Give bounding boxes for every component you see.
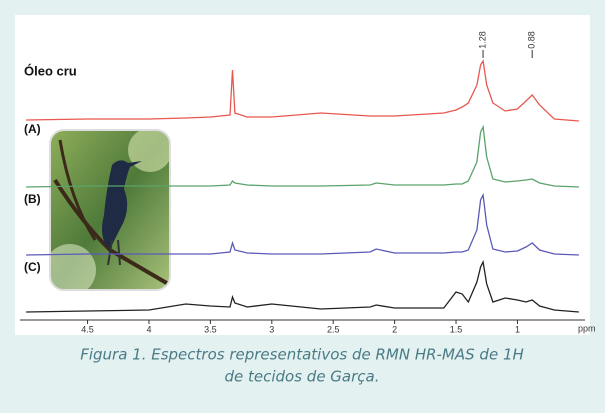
peak-label: 1.28 <box>477 31 487 49</box>
x-tick-label: 1 <box>515 324 520 334</box>
caption-line: Figura 1. Espectros representativos de R… <box>80 346 524 364</box>
photo <box>50 130 170 290</box>
spectrum-line <box>26 59 579 122</box>
x-axis-label: ppm <box>578 323 596 333</box>
spectrum-line <box>26 259 579 313</box>
x-tick-label: 2.5 <box>327 324 340 334</box>
peak-label: 0.88 <box>527 31 537 49</box>
series-label: (A) <box>24 122 41 136</box>
x-tick-label: 3 <box>269 324 274 334</box>
x-tick-label: 1.5 <box>450 324 463 334</box>
x-tick-label: 4 <box>146 324 151 334</box>
series-label: Óleo cru <box>24 63 77 78</box>
x-tick-label: 2 <box>392 324 397 334</box>
spectrum-line <box>26 124 579 188</box>
spectrum-line <box>26 192 579 256</box>
caption-line: de tecidos de Garça. <box>224 368 379 386</box>
series-label: (C) <box>24 260 41 274</box>
x-tick-label: 3.5 <box>204 324 217 334</box>
series-label: (B) <box>24 192 41 206</box>
photo-frame <box>49 129 171 291</box>
x-tick-label: 4.5 <box>81 324 94 334</box>
